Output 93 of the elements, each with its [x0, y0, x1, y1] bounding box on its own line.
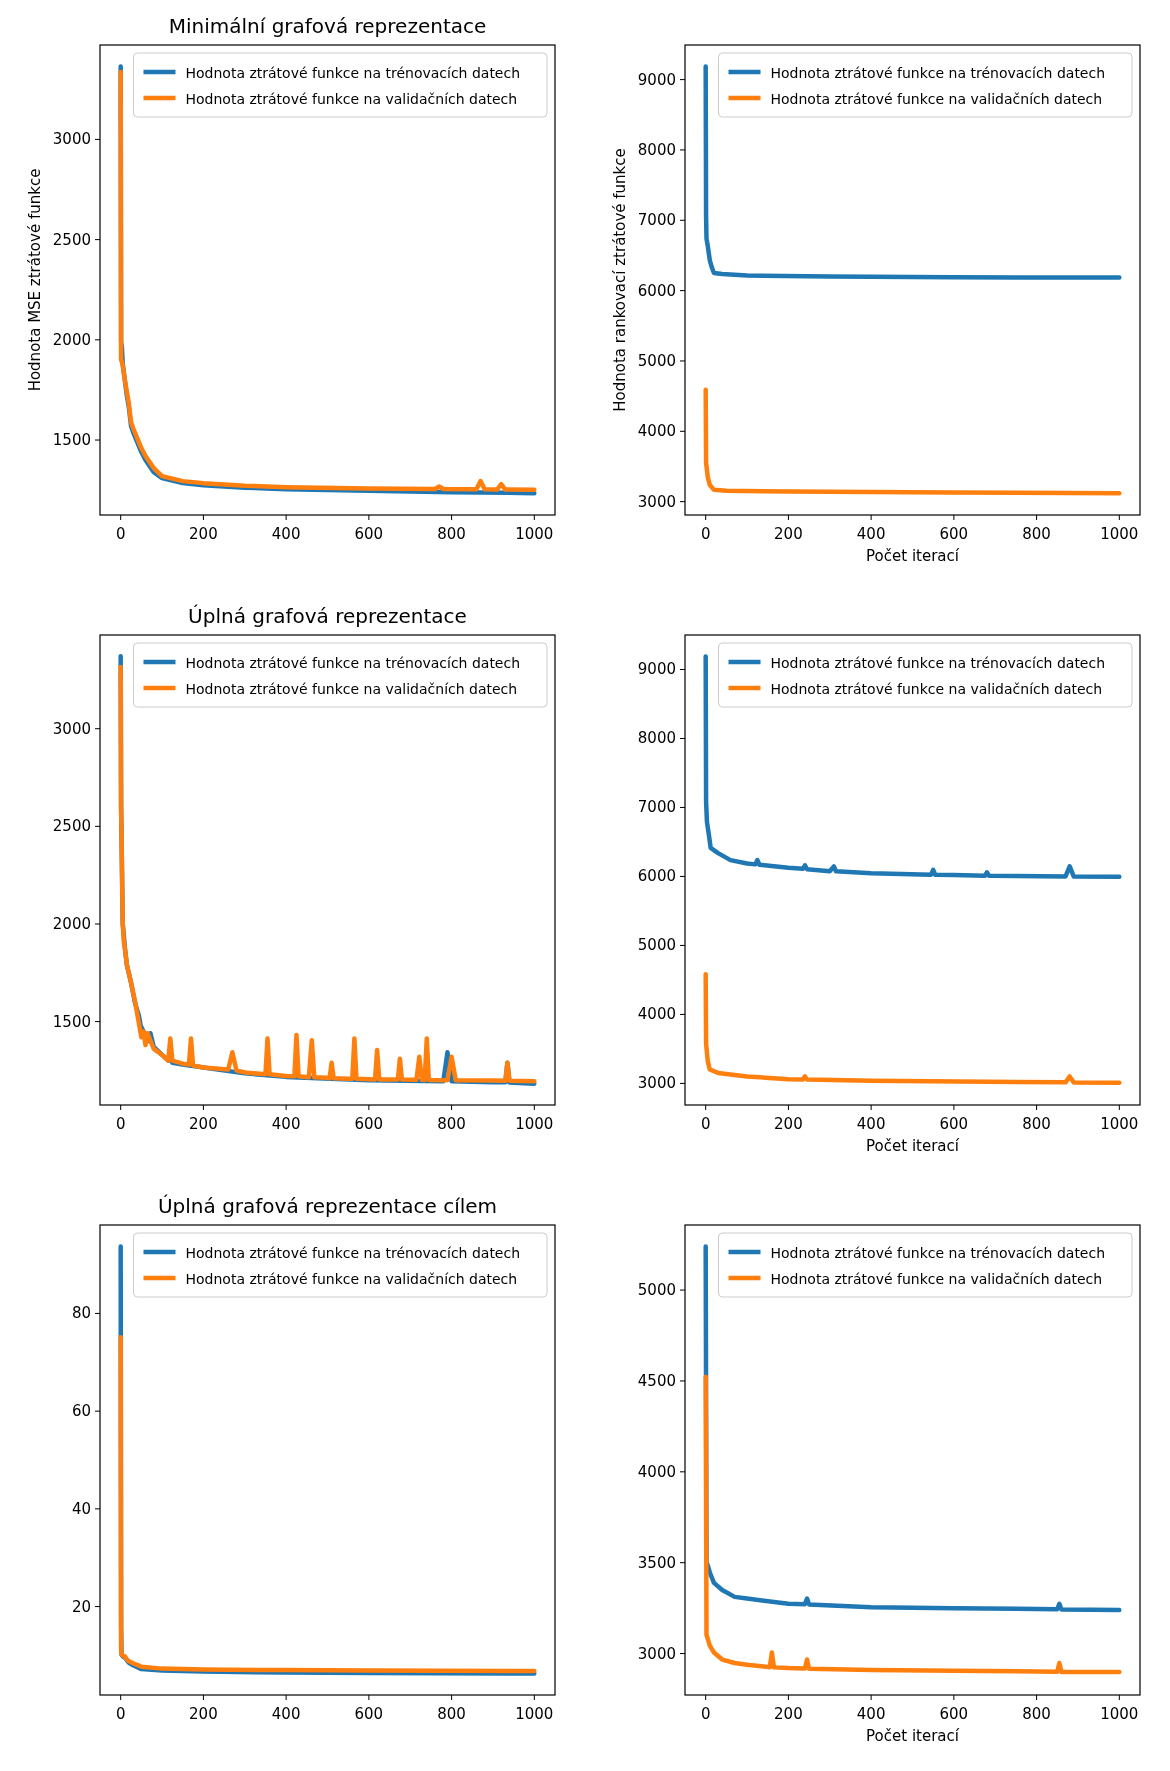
y-tick-label: 3000 [637, 1644, 676, 1663]
x-tick-label: 200 [189, 1115, 218, 1133]
x-tick-label: 200 [189, 525, 218, 543]
legend-label: Hodnota ztrátové funkce na trénovacích datech [770, 1245, 1106, 1261]
x-tick-label: 800 [1022, 1705, 1051, 1723]
x-tick-label: 800 [437, 1705, 466, 1723]
x-tick-label: 0 [115, 1115, 126, 1133]
x-tick-label: 1000 [1100, 525, 1139, 543]
x-tick-label: 1000 [1100, 1115, 1139, 1133]
x-tick-label: 200 [774, 1705, 803, 1723]
y-tick-label: 5000 [637, 351, 676, 370]
legend-label: Hodnota ztrátové funkce na trénovacích datech [185, 65, 521, 81]
x-tick-label: 1000 [1100, 1705, 1139, 1723]
y-tick-label: 2000 [52, 330, 91, 349]
chart-title: Úplná grafová reprezentace cílem [157, 1194, 498, 1218]
y-tick-label: 5000 [637, 1281, 676, 1300]
x-tick-label: 600 [354, 1705, 384, 1723]
y-tick-label: 60 [71, 1402, 91, 1421]
y-axis-title: Hodnota rankovací ztrátové funkce [611, 148, 629, 412]
chart-title: Úplná grafová reprezentace [188, 604, 467, 628]
y-tick-label: 6000 [637, 867, 676, 886]
x-tick-label: 1000 [515, 525, 554, 543]
line-series [703, 972, 1122, 1085]
x-tick-label: 600 [939, 525, 969, 543]
x-tick-label: 0 [700, 525, 711, 543]
legend-label: Hodnota ztrátové funkce na validačních datech [185, 1271, 518, 1287]
y-tick-label: 9000 [637, 70, 676, 89]
y-tick-label: 8000 [637, 140, 676, 159]
x-tick-label: 400 [856, 1115, 886, 1133]
x-axis-title: Počet iterací [866, 1727, 960, 1745]
y-tick-label: 1500 [52, 431, 91, 450]
y-tick-label: 3000 [52, 130, 91, 149]
y-tick-label: 40 [71, 1499, 91, 1518]
line-series [118, 1335, 537, 1674]
y-tick-label: 7000 [637, 798, 676, 817]
y-tick-label: 3500 [637, 1553, 676, 1572]
x-tick-label: 0 [115, 1705, 126, 1723]
x-tick-label: 200 [774, 1115, 803, 1133]
x-tick-label: 800 [437, 525, 466, 543]
y-tick-label: 5000 [637, 936, 676, 955]
legend-label: Hodnota ztrátové funkce na validačních datech [770, 681, 1103, 697]
legend-label: Hodnota ztrátové funkce na validačních datech [185, 681, 518, 697]
line-series [703, 1374, 1122, 1675]
y-tick-label: 1500 [52, 1012, 91, 1031]
y-tick-label: 3000 [637, 492, 676, 511]
x-tick-label: 200 [774, 525, 803, 543]
x-axis-title: Počet iterací [866, 547, 960, 565]
legend-label: Hodnota ztrátové funkce na trénovacích datech [185, 1245, 521, 1261]
y-tick-label: 8000 [637, 729, 676, 748]
line-series [703, 387, 1122, 496]
y-tick-label: 80 [71, 1304, 91, 1323]
y-tick-label: 2500 [52, 230, 91, 249]
x-tick-label: 600 [354, 525, 384, 543]
y-tick-label: 4500 [637, 1371, 676, 1390]
y-tick-label: 4000 [637, 1005, 676, 1024]
x-tick-label: 600 [939, 1115, 969, 1133]
legend-label: Hodnota ztrátové funkce na trénovacích datech [185, 655, 521, 671]
x-tick-label: 600 [939, 1705, 969, 1723]
y-tick-label: 6000 [637, 281, 676, 300]
x-tick-label: 400 [271, 525, 301, 543]
y-tick-label: 2500 [52, 817, 91, 836]
x-tick-label: 600 [354, 1115, 384, 1133]
x-tick-label: 400 [856, 1705, 886, 1723]
x-tick-label: 400 [271, 1115, 301, 1133]
x-tick-label: 0 [700, 1705, 711, 1723]
x-tick-label: 1000 [515, 1115, 554, 1133]
x-tick-label: 800 [437, 1115, 466, 1133]
line-series [703, 654, 1122, 880]
y-tick-label: 3000 [637, 1074, 676, 1093]
y-axis-title: Hodnota MSE ztrátové funkce [26, 168, 44, 392]
legend-label: Hodnota ztrátové funkce na validačních datech [770, 91, 1103, 107]
line-series [703, 64, 1122, 280]
x-tick-label: 800 [1022, 525, 1051, 543]
y-tick-label: 4000 [637, 422, 676, 441]
legend-label: Hodnota ztrátové funkce na validačních datech [770, 1271, 1103, 1287]
x-tick-label: 1000 [515, 1705, 554, 1723]
legend-label: Hodnota ztrátové funkce na trénovacích datech [770, 65, 1106, 81]
legend-label: Hodnota ztrátové funkce na trénovacích datech [770, 655, 1106, 671]
x-tick-label: 0 [700, 1115, 711, 1133]
y-tick-label: 4000 [637, 1462, 676, 1481]
x-tick-label: 400 [856, 525, 886, 543]
chart-title: Minimální grafová reprezentace [168, 14, 487, 38]
y-tick-label: 2000 [52, 914, 91, 933]
x-tick-label: 400 [271, 1705, 301, 1723]
y-tick-label: 20 [71, 1597, 91, 1616]
x-tick-label: 200 [189, 1705, 218, 1723]
x-tick-label: 0 [115, 525, 126, 543]
y-tick-label: 3000 [52, 719, 91, 738]
x-axis-title: Počet iterací [866, 1137, 960, 1155]
x-tick-label: 800 [1022, 1115, 1051, 1133]
y-tick-label: 7000 [637, 211, 676, 230]
legend-label: Hodnota ztrátové funkce na validačních datech [185, 91, 518, 107]
y-tick-label: 9000 [637, 660, 676, 679]
